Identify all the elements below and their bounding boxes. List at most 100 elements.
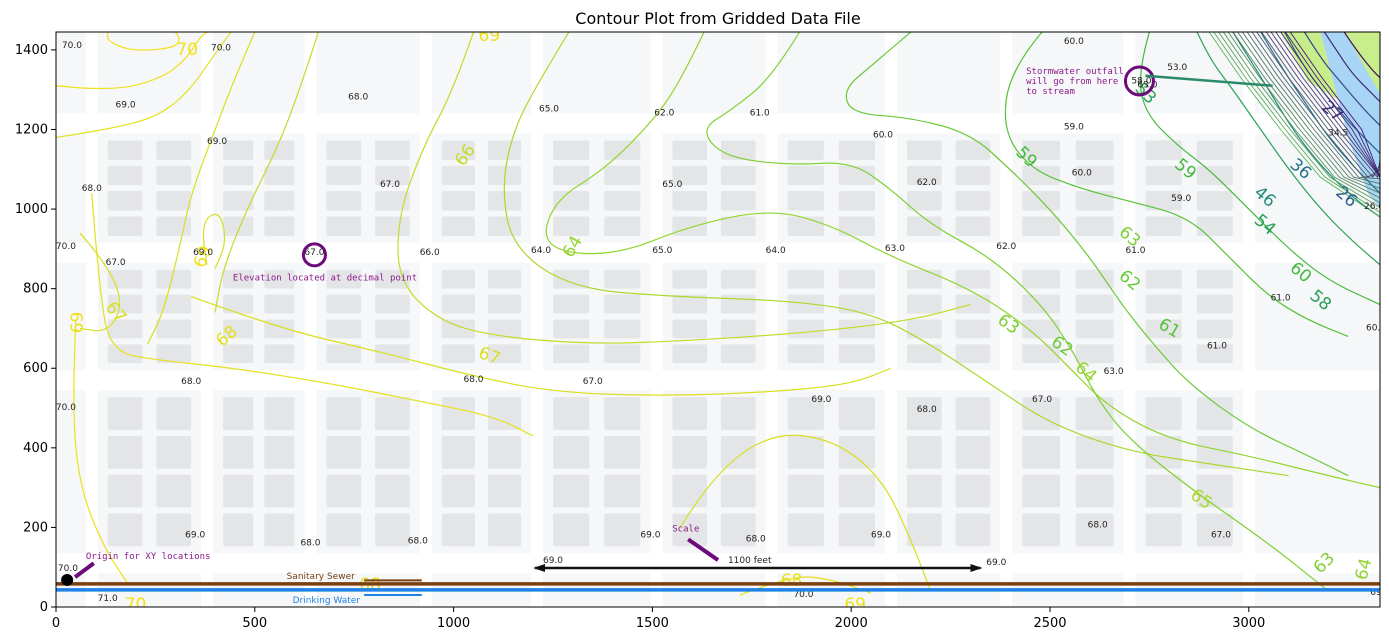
house bbox=[223, 435, 254, 469]
contour-line-68 bbox=[56, 32, 232, 139]
house bbox=[955, 513, 991, 547]
street bbox=[884, 32, 897, 607]
elevation-label: 68.0 bbox=[746, 534, 766, 544]
house bbox=[487, 294, 522, 314]
elevation-label: 61.0 bbox=[1125, 246, 1145, 256]
y-axis: 0 200 400 600 800 1000 1200 1400 bbox=[15, 43, 56, 615]
house bbox=[906, 294, 942, 314]
house bbox=[720, 344, 756, 364]
house bbox=[838, 435, 875, 469]
elevation-label: 69.0 bbox=[986, 558, 1006, 568]
elevation-label: 58.0 bbox=[1131, 77, 1151, 87]
house bbox=[955, 165, 991, 186]
house bbox=[906, 269, 942, 289]
house bbox=[787, 474, 824, 508]
contour-line-63 bbox=[706, 32, 1329, 592]
contour-line-61 bbox=[1004, 32, 1349, 337]
house bbox=[441, 269, 475, 289]
house bbox=[375, 435, 410, 469]
house bbox=[553, 165, 590, 186]
house bbox=[107, 269, 143, 289]
scale-arrow-right bbox=[970, 564, 983, 573]
house bbox=[487, 216, 522, 236]
house bbox=[223, 513, 254, 547]
street bbox=[56, 370, 1380, 391]
house bbox=[787, 216, 824, 236]
house bbox=[156, 140, 192, 160]
contour-line-67 bbox=[79, 232, 121, 332]
house bbox=[955, 474, 991, 508]
x-tick-label: 2000 bbox=[835, 616, 868, 631]
house bbox=[1196, 397, 1233, 430]
house bbox=[553, 397, 590, 430]
elevation-label: 69.0 bbox=[543, 556, 563, 566]
house bbox=[223, 319, 254, 339]
elevation-label: 69.0 bbox=[640, 530, 660, 540]
house bbox=[375, 319, 410, 339]
house bbox=[223, 140, 254, 160]
house bbox=[1145, 513, 1182, 547]
house bbox=[672, 474, 708, 508]
street bbox=[650, 32, 663, 607]
contour-label: 69 bbox=[844, 595, 866, 615]
house bbox=[906, 513, 942, 547]
house bbox=[107, 344, 143, 364]
house bbox=[955, 344, 991, 364]
house bbox=[487, 397, 522, 430]
x-tick-label: 1000 bbox=[437, 616, 470, 631]
legend-entry: Drinking Water bbox=[293, 596, 361, 606]
house bbox=[107, 191, 143, 211]
house bbox=[156, 191, 192, 211]
house bbox=[441, 513, 475, 547]
house bbox=[906, 216, 942, 236]
contour-label: 70 bbox=[176, 40, 198, 60]
elevation-label: 59.0 bbox=[1171, 194, 1191, 204]
house bbox=[553, 474, 590, 508]
steep-contour-line bbox=[1208, 32, 1380, 218]
house bbox=[375, 513, 410, 547]
elevation-label: 63.0 bbox=[1104, 367, 1124, 377]
house bbox=[156, 435, 192, 469]
house bbox=[787, 435, 824, 469]
house bbox=[1075, 294, 1114, 314]
elevation-label: 53.0 bbox=[1167, 63, 1187, 73]
elevation-label: 61.0 bbox=[1207, 341, 1227, 351]
contour-line-67 bbox=[146, 32, 256, 345]
outfall-pipe bbox=[1145, 74, 1273, 87]
street bbox=[56, 113, 1380, 134]
house bbox=[720, 294, 756, 314]
y-tick-label: 200 bbox=[23, 520, 48, 535]
house bbox=[1075, 397, 1114, 430]
stormwater-note: Stormwater outfall bbox=[1026, 67, 1124, 77]
contour-label: 69 bbox=[68, 312, 88, 334]
steep-contour-line bbox=[1232, 32, 1380, 194]
house bbox=[487, 344, 522, 364]
x-tick-label: 1500 bbox=[636, 616, 669, 631]
house bbox=[1196, 513, 1233, 547]
house bbox=[787, 191, 824, 211]
house bbox=[1022, 165, 1060, 186]
elevation-label: 69.0 bbox=[811, 395, 831, 405]
house bbox=[604, 191, 641, 211]
scale-length: 1100 feet bbox=[728, 556, 772, 566]
house bbox=[787, 344, 824, 364]
house bbox=[441, 319, 475, 339]
house bbox=[553, 216, 590, 236]
house bbox=[604, 165, 641, 186]
elevation-label: 61.0 bbox=[1271, 294, 1291, 304]
steep-contour-line bbox=[1227, 32, 1380, 199]
house bbox=[223, 294, 254, 314]
y-tick-label: 1000 bbox=[15, 202, 48, 217]
house bbox=[604, 344, 641, 364]
house bbox=[375, 165, 410, 186]
house bbox=[1145, 474, 1182, 508]
contour-label: 68 bbox=[781, 571, 803, 591]
house bbox=[487, 269, 522, 289]
house bbox=[326, 165, 362, 186]
house bbox=[326, 191, 362, 211]
house bbox=[156, 513, 192, 547]
elevation-label: 70.0 bbox=[211, 44, 231, 54]
house bbox=[787, 165, 824, 186]
house bbox=[720, 435, 756, 469]
house bbox=[787, 140, 824, 160]
